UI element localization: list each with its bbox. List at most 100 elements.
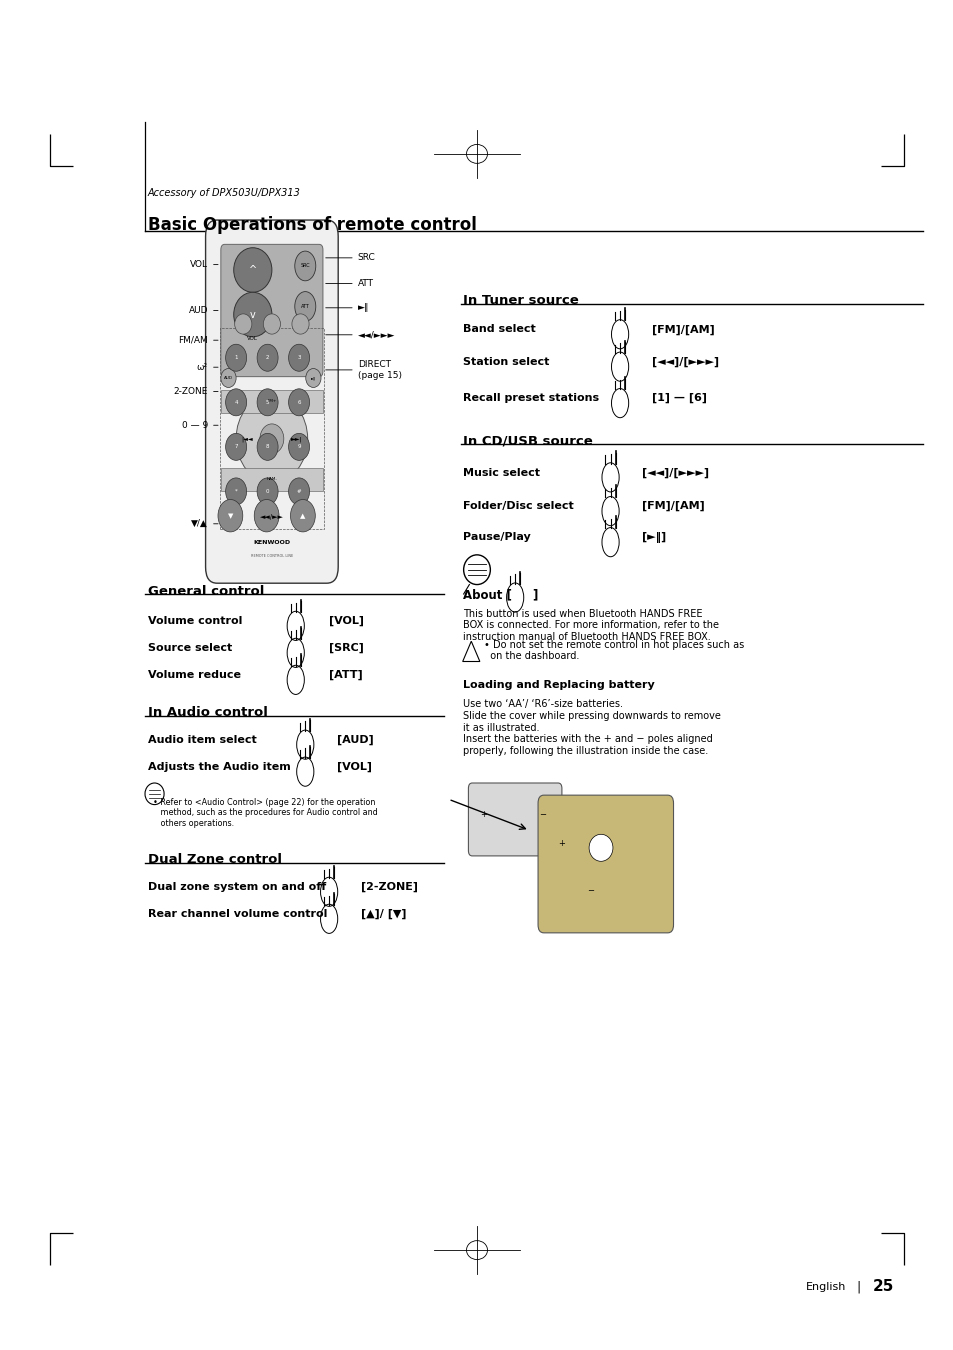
Text: 1: 1 <box>234 355 237 360</box>
Text: • Do not set the remote control in hot places such as
  on the dashboard.: • Do not set the remote control in hot p… <box>483 640 743 662</box>
Text: |◄◄: |◄◄ <box>241 436 253 441</box>
Ellipse shape <box>288 433 309 460</box>
Text: [2-ZONE]: [2-ZONE] <box>360 882 417 892</box>
Text: In Tuner source: In Tuner source <box>462 294 578 308</box>
Text: In CD/USB source: In CD/USB source <box>462 435 592 448</box>
Text: 3: 3 <box>297 355 300 360</box>
Text: [◄◄]/[►►►]: [◄◄]/[►►►] <box>651 356 718 367</box>
Text: VOL: VOL <box>190 261 208 269</box>
Text: ▼: ▼ <box>228 513 233 518</box>
Text: [ATT]: [ATT] <box>329 670 362 680</box>
Text: *: * <box>234 489 237 494</box>
Text: [FM]/[AM]: [FM]/[AM] <box>651 324 714 335</box>
Text: VOL: VOL <box>247 336 258 342</box>
Ellipse shape <box>233 248 272 293</box>
Text: 25: 25 <box>872 1278 893 1295</box>
Text: ▲: ▲ <box>300 513 305 518</box>
Ellipse shape <box>589 834 612 861</box>
Text: 2: 2 <box>266 355 269 360</box>
Ellipse shape <box>225 389 246 416</box>
Ellipse shape <box>294 292 315 321</box>
Text: AUD: AUD <box>189 306 208 315</box>
Text: −: − <box>586 887 593 895</box>
Text: AUD: AUD <box>224 377 233 379</box>
Ellipse shape <box>305 369 320 387</box>
Text: Adjusts the Audio item: Adjusts the Audio item <box>148 761 291 772</box>
Ellipse shape <box>288 344 309 371</box>
Text: [FM]/[AM]: [FM]/[AM] <box>641 501 704 512</box>
Text: [SRC]: [SRC] <box>329 643 364 653</box>
Text: Use two ‘AA’/ ‘R6’-size batteries.
Slide the cover while pressing downwards to r: Use two ‘AA’/ ‘R6’-size batteries. Slide… <box>462 699 720 756</box>
Text: Music select: Music select <box>462 467 539 478</box>
Text: 2-ZONE: 2-ZONE <box>173 387 208 396</box>
Ellipse shape <box>259 424 283 454</box>
Text: Recall preset stations: Recall preset stations <box>462 393 598 404</box>
Ellipse shape <box>225 478 246 505</box>
Text: 7: 7 <box>234 444 237 450</box>
Ellipse shape <box>235 396 307 483</box>
Text: [►‖]: [►‖] <box>641 532 665 543</box>
Text: ATT: ATT <box>357 279 374 288</box>
Text: Audio item select: Audio item select <box>148 734 256 745</box>
Text: 6: 6 <box>297 400 300 405</box>
Ellipse shape <box>294 251 315 281</box>
Text: This button is used when Bluetooth HANDS FREE
BOX is connected. For more informa: This button is used when Bluetooth HANDS… <box>462 609 718 643</box>
Text: −: − <box>538 810 545 819</box>
Text: Loading and Replacing battery: Loading and Replacing battery <box>462 680 654 690</box>
Text: About [: About [ <box>462 589 511 602</box>
FancyBboxPatch shape <box>220 244 322 377</box>
Text: 9: 9 <box>297 444 300 450</box>
Text: SRC: SRC <box>300 263 310 269</box>
Text: Basic Operations of remote control: Basic Operations of remote control <box>148 216 476 234</box>
Text: ►‖: ►‖ <box>357 304 369 312</box>
Text: FM+: FM+ <box>267 400 276 402</box>
FancyBboxPatch shape <box>220 390 322 413</box>
Text: 4: 4 <box>234 400 237 405</box>
Text: ◄◄/►►: ◄◄/►► <box>259 514 284 520</box>
Text: Volume reduce: Volume reduce <box>148 670 240 680</box>
Text: Station select: Station select <box>462 356 549 367</box>
Ellipse shape <box>217 500 242 532</box>
Text: +: + <box>479 810 486 819</box>
Text: [VOL]: [VOL] <box>336 761 372 772</box>
Text: ^: ^ <box>249 265 256 275</box>
Text: • Refer to <Audio Control> (page 22) for the operation
   method, such as the pr: • Refer to <Audio Control> (page 22) for… <box>152 798 377 828</box>
Ellipse shape <box>225 344 246 371</box>
Text: 8: 8 <box>266 444 269 450</box>
Ellipse shape <box>292 315 309 335</box>
Ellipse shape <box>253 500 278 532</box>
Ellipse shape <box>256 478 277 505</box>
Ellipse shape <box>263 315 280 335</box>
Ellipse shape <box>234 315 252 335</box>
Text: |: | <box>856 1280 860 1293</box>
Text: English: English <box>805 1281 845 1292</box>
FancyBboxPatch shape <box>537 795 673 933</box>
Text: In Audio control: In Audio control <box>148 706 268 720</box>
Text: REMOTE CONTROL LINE: REMOTE CONTROL LINE <box>251 555 293 558</box>
Text: Accessory of DPX503U/DPX313: Accessory of DPX503U/DPX313 <box>148 189 300 198</box>
Ellipse shape <box>225 433 246 460</box>
Text: ▼/▲: ▼/▲ <box>191 520 208 528</box>
Text: Folder/Disc select: Folder/Disc select <box>462 501 573 512</box>
Text: KENWOOD: KENWOOD <box>253 540 290 545</box>
Ellipse shape <box>220 369 236 387</box>
Text: 0 — 9: 0 — 9 <box>181 421 208 429</box>
Text: 0: 0 <box>266 489 269 494</box>
Text: ►►|: ►►| <box>291 436 302 441</box>
FancyBboxPatch shape <box>220 468 322 491</box>
Text: ATT: ATT <box>300 304 310 309</box>
Text: Dual Zone control: Dual Zone control <box>148 853 281 867</box>
Text: +: + <box>558 840 564 848</box>
Text: DIRECT
(page 15): DIRECT (page 15) <box>357 360 401 379</box>
Text: [AUD]: [AUD] <box>336 734 374 745</box>
Text: Volume control: Volume control <box>148 616 242 626</box>
Text: FM/AM: FM/AM <box>178 336 208 344</box>
Text: ►‖: ►‖ <box>311 377 315 379</box>
Text: Rear channel volume control: Rear channel volume control <box>148 909 327 919</box>
Text: ]: ] <box>532 589 537 602</box>
Text: Dual zone system on and off: Dual zone system on and off <box>148 882 326 892</box>
Text: [▲]/ [▼]: [▲]/ [▼] <box>360 909 406 919</box>
FancyBboxPatch shape <box>468 783 561 856</box>
Ellipse shape <box>233 293 272 338</box>
Text: #: # <box>296 489 301 494</box>
